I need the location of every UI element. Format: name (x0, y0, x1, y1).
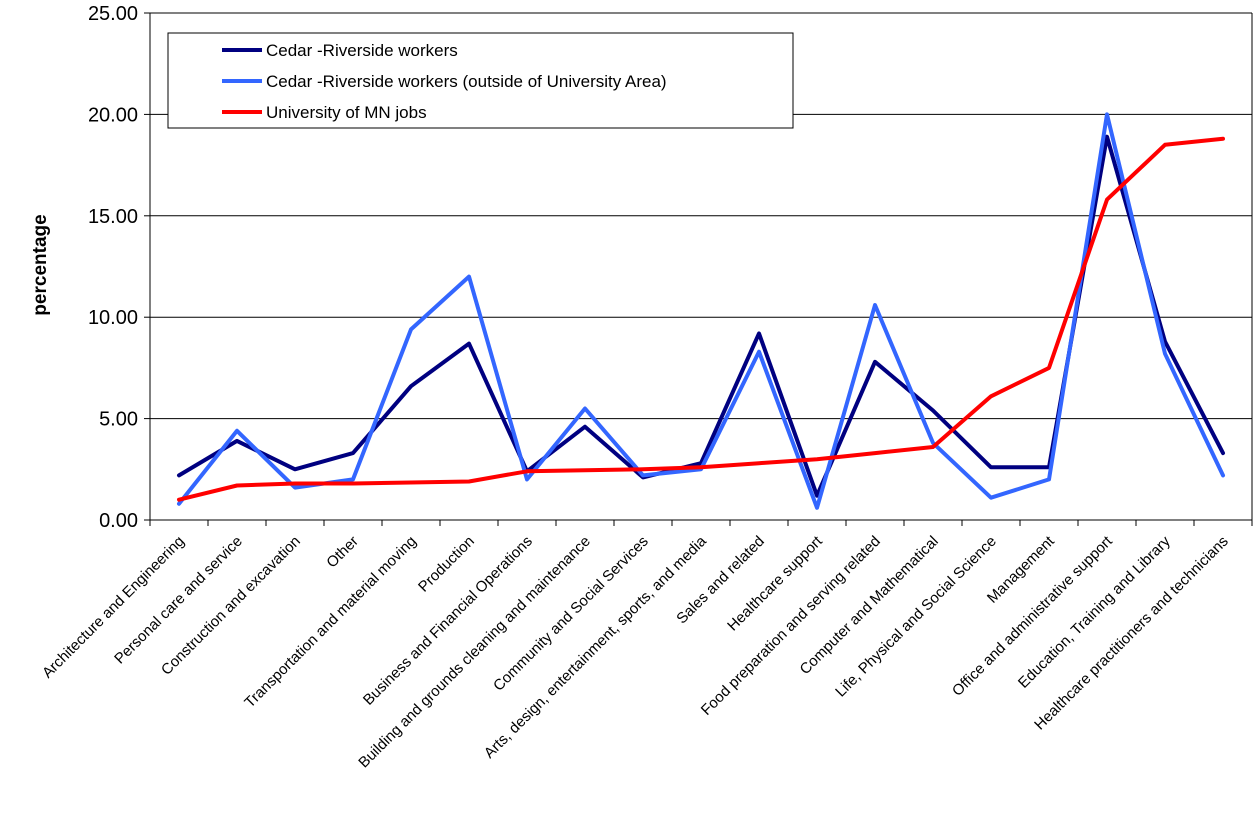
legend: Cedar -Riverside workers Cedar -Riverside… (167, 32, 794, 129)
legend-label: Cedar -Riverside workers (outside of Uni… (266, 72, 667, 91)
series-line-2 (177, 112, 1225, 510)
y-axis-label: percentage (30, 214, 51, 315)
legend-box (167, 32, 794, 129)
y-tick-label: 25.00 (88, 3, 138, 25)
y-tick-label: 0.00 (99, 510, 138, 532)
series-lines (177, 112, 1225, 510)
legend-label: Cedar -Riverside workers (266, 41, 458, 60)
y-tick-label: 5.00 (99, 409, 138, 431)
x-tick-label: Arts, design, entertainment, sports, and… (481, 532, 710, 761)
y-tick-label: 10.00 (88, 307, 138, 329)
series-line-3 (177, 136, 1225, 502)
legend-label: University of MN jobs (266, 103, 427, 122)
x-tick-label: Other (323, 533, 362, 572)
x-tick-label: Healthcare support (724, 532, 826, 634)
x-tick-label: Production (415, 533, 478, 596)
y-tick-label: 20.00 (88, 104, 138, 126)
y-axis-ticks: 0.00 5.00 10.00 15.00 20.00 25.00 (88, 3, 150, 532)
y-tick-label: 15.00 (88, 206, 138, 228)
